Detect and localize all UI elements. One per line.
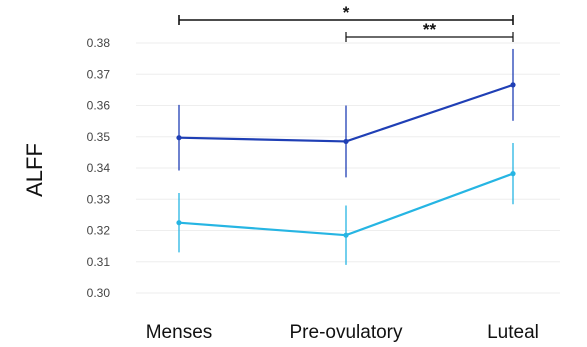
- series-lines: [176, 48, 516, 265]
- x-category-labels: Menses Pre-ovulatory Luteal: [146, 322, 539, 343]
- y-tick-label: 0.37: [87, 67, 111, 81]
- y-tick-label: 0.31: [87, 255, 111, 269]
- data-point: [176, 220, 182, 226]
- x-category-label: Pre-ovulatory: [290, 322, 403, 343]
- y-tick-label: 0.38: [87, 36, 111, 50]
- significance-bracket: **: [345, 20, 514, 42]
- significance-label: **: [423, 20, 437, 39]
- significance-bracket: *: [178, 3, 514, 25]
- x-category-label: Menses: [146, 322, 213, 343]
- y-tick-labels: 0.30 0.31 0.32 0.33 0.34 0.35 0.36 0.37 0.38: [87, 36, 111, 300]
- y-tick-label: 0.30: [87, 286, 111, 300]
- significance-brackets: ***: [178, 3, 514, 42]
- gridlines: [136, 42, 560, 294]
- significance-label: *: [343, 3, 350, 22]
- data-point: [510, 82, 516, 88]
- y-tick-label: 0.35: [87, 130, 111, 144]
- y-axis-label: ALFF: [22, 143, 47, 197]
- y-tick-label: 0.36: [87, 99, 111, 113]
- series-1: [176, 48, 516, 178]
- data-point: [510, 171, 516, 177]
- y-tick-label: 0.33: [87, 192, 111, 206]
- y-tick-label: 0.32: [87, 224, 111, 238]
- x-category-label: Luteal: [487, 322, 539, 343]
- series-2: [176, 143, 516, 265]
- data-point: [343, 138, 349, 145]
- data-point: [343, 232, 349, 238]
- y-tick-label: 0.34: [87, 161, 111, 175]
- data-point: [176, 135, 182, 141]
